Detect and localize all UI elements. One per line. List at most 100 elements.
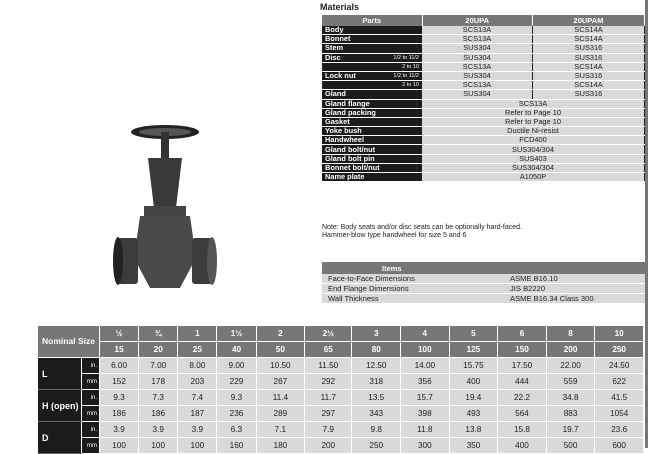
part-name: Gland bolt pin: [322, 154, 422, 164]
size-inch: 4: [400, 326, 450, 342]
part-name: [322, 62, 386, 72]
size-inch: 2: [256, 326, 306, 342]
part-name: Bonnet: [322, 34, 386, 45]
part-size-range: 1/2 to 11/2: [386, 53, 422, 63]
dimension-value: 1054: [594, 405, 644, 422]
size-mm: 25: [177, 341, 218, 358]
dimension-value: 289: [256, 405, 306, 422]
material-20upam: SCS14A: [532, 62, 646, 72]
part-name: Gland bolt/nut: [322, 144, 422, 155]
dimension-label: L: [38, 357, 82, 390]
material-row: 2 to 10 SCS13A SCS14A: [322, 80, 646, 91]
dimension-value: 11.4: [256, 389, 306, 406]
dimension-value: 400: [449, 373, 499, 390]
dimension-value: 187: [177, 405, 218, 422]
dimension-value: 6.3: [216, 421, 257, 438]
dimension-value: 11.8: [400, 421, 450, 438]
dimension-value: 13.5: [351, 389, 402, 406]
dimension-value: 178: [138, 373, 179, 390]
page-edge-bar: [645, 0, 648, 448]
dimension-value: 186: [99, 405, 140, 422]
dimension-value: 152: [99, 373, 140, 390]
material-20upa: SUS304: [422, 89, 533, 100]
unit-label: mm: [81, 405, 100, 422]
material-row: Body SCS13A SCS14A: [322, 26, 646, 36]
material-20upam: SUS316: [532, 53, 646, 63]
part-size-range: 1/2 to 11/2: [386, 71, 422, 82]
material-row: Disc 1/2 to 11/2 SUS304 SUS316: [322, 53, 646, 63]
part-name: Name plate: [322, 172, 422, 183]
size-inch: 3: [351, 326, 402, 342]
dimension-value: 493: [449, 405, 499, 422]
material-common: SCS13A: [422, 99, 645, 109]
dimension-row: mm 152 178 203 229 267 292 318 356 400 444 559 622: [38, 373, 644, 390]
dimension-value: 250: [351, 437, 402, 454]
size-mm: 40: [216, 341, 257, 358]
nominal-size-label: Nominal Size: [38, 326, 100, 358]
dimension-value: 343: [351, 405, 402, 422]
header-20upam: 20UPAM: [532, 15, 646, 26]
item-row: End Flange Dimensions JIS B2220: [322, 283, 645, 294]
material-row: Gland flange SCS13A: [322, 99, 645, 109]
dimension-value: 11.50: [304, 357, 353, 374]
size-inch: 1½: [216, 326, 257, 342]
dimension-row: mm 186 186 187 236 289 297 343 398 493 564 883 1054: [38, 405, 644, 422]
dimension-value: 23.6: [594, 421, 644, 438]
dimension-value: 100: [177, 437, 218, 454]
dimension-value: 444: [497, 373, 547, 390]
size-inch: ½: [99, 326, 140, 342]
material-row: Yoke bush Ductile Ni-resist: [322, 126, 645, 137]
header-parts: Parts: [322, 15, 423, 26]
dimension-row: H (open) in. 9.3 7.3 7.4 9.3 11.4 11.7 13.5 15.7 1…: [38, 389, 644, 422]
material-20upa: SCS13A: [422, 80, 533, 91]
part-name: Disc: [322, 53, 386, 63]
size-inch: 1: [177, 326, 218, 342]
part-name: Gasket: [322, 117, 422, 128]
part-name: Gland flange: [322, 99, 422, 109]
part-name: Gland: [322, 89, 386, 100]
material-20upa: SCS13A: [422, 34, 533, 45]
dimension-value: 318: [351, 373, 402, 390]
dimension-value: 180: [256, 437, 306, 454]
size-inch: 5: [449, 326, 499, 342]
size-inch: ¾: [138, 326, 179, 342]
size-mm: 20: [138, 341, 179, 358]
material-20upa: SUS304: [422, 43, 533, 54]
dimension-value: 356: [400, 373, 450, 390]
item-standard: ASME B16.34 Class 300: [504, 293, 645, 304]
dimension-value: 13.8: [449, 421, 499, 438]
dimension-value: 3.9: [177, 421, 218, 438]
dimension-value: 398: [400, 405, 450, 422]
dimension-value: 564: [497, 405, 547, 422]
item-standard: ASME B16.10: [504, 274, 645, 284]
dimension-value: 41.5: [594, 389, 644, 406]
material-20upam: SUS316: [532, 71, 646, 82]
size-inch: 6: [497, 326, 547, 342]
dimension-value: 883: [546, 405, 596, 422]
dimension-value: 297: [304, 405, 353, 422]
dimension-value: 7.3: [138, 389, 179, 406]
material-row: Gland bolt pin SUS403: [322, 154, 645, 164]
dimension-value: 100: [99, 437, 140, 454]
material-common: SUS304/304: [422, 144, 645, 155]
part-name: Bonnet bolt/nut: [322, 163, 422, 174]
part-name: Gland packing: [322, 108, 422, 118]
dimension-value: 292: [304, 373, 353, 390]
dimension-value: 622: [594, 373, 644, 390]
material-common: Refer to Page 10: [422, 117, 645, 128]
dimension-value: 7.9: [304, 421, 353, 438]
size-mm: 100: [400, 341, 450, 358]
dimension-value: 9.00: [216, 357, 257, 374]
part-name: Yoke bush: [322, 126, 422, 137]
unit-label: mm: [81, 373, 100, 390]
material-20upam: SCS14A: [532, 34, 646, 45]
material-20upam: SUS316: [532, 43, 646, 54]
dimension-value: 559: [546, 373, 596, 390]
note-line: Hammer-blow type handwheel for size 5 an…: [322, 232, 467, 239]
dimension-value: 229: [216, 373, 257, 390]
item-name: Face-to-Face Dimensions: [322, 274, 504, 284]
valve-image: [113, 125, 217, 288]
material-common: Ductile Ni-resist: [422, 126, 645, 137]
